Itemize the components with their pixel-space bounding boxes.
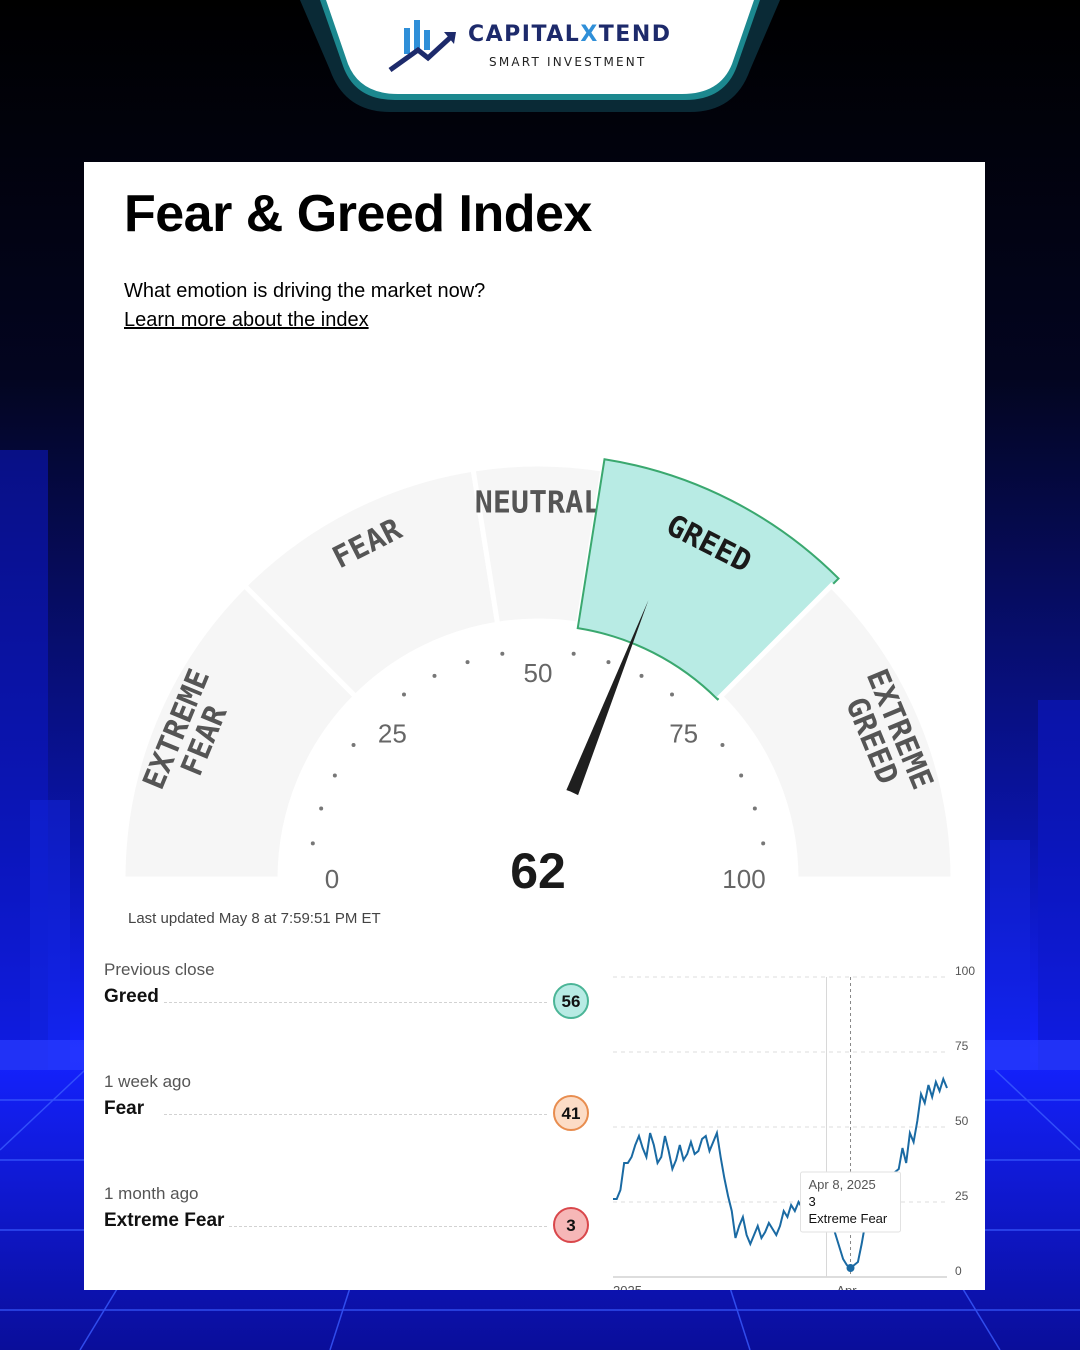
chart-y-tick: 25 — [955, 1189, 969, 1203]
chart-y-tick: 75 — [955, 1039, 969, 1053]
chart-tooltip-text: Apr 8, 2025 — [809, 1177, 876, 1192]
capitalxtend-logo-icon — [388, 20, 456, 72]
chart-tooltip: Apr 8, 2025 3 Extreme Fear — [800, 1171, 902, 1233]
brand-name-x: X — [580, 22, 599, 47]
learn-more-link[interactable]: Learn more about the index — [124, 309, 369, 331]
gauge-tick-dot — [739, 773, 744, 778]
comparison-label: Extreme Fear — [104, 1210, 229, 1232]
gauge-tick-dot — [606, 660, 611, 665]
gauge-tick-dot — [465, 660, 470, 665]
brand-header: CAPITALXTEND SMART INVESTMENT — [0, 0, 1080, 130]
fear-greed-gauge: EXTREMEFEARFEARNEUTRALGREEDEXTREMEGREED0… — [120, 458, 956, 922]
gauge-tick-dot — [319, 806, 324, 811]
gauge-tick-dot — [351, 742, 356, 747]
page-title: Fear & Greed Index — [124, 185, 592, 243]
gauge-tick-dot — [332, 773, 337, 778]
gauge-value: 62 — [510, 843, 566, 899]
comparison-period: 1 week ago — [104, 1072, 191, 1091]
gauge-tick-dot — [720, 742, 725, 747]
dotted-leader — [164, 1002, 547, 1003]
gauge-zone-label: NEUTRAL — [475, 486, 601, 521]
gauge-tick-label: 75 — [669, 718, 698, 748]
comparison-period: Previous close — [104, 960, 215, 979]
comparison-label: Greed — [104, 986, 163, 1008]
chart-y-tick: 0 — [955, 1264, 962, 1278]
gauge-tick-dot — [571, 651, 576, 656]
chart-tooltip-text: Extreme Fear — [809, 1211, 888, 1226]
comparison-value-badge: 3 — [553, 1207, 589, 1243]
chart-tooltip-text: 3 — [809, 1194, 816, 1209]
comparison-value-badge: 56 — [553, 983, 589, 1019]
history-line-chart: 0 25 50 75 100 2025 Apr Apr 8, 2025 3 Extreme Fea… — [613, 964, 975, 1290]
gauge-tick-dot — [752, 806, 757, 811]
gauge-tick-dot — [639, 673, 644, 678]
gauge-tick-dot — [500, 651, 505, 656]
chart-x-tick: Apr — [836, 1283, 857, 1290]
comparison-row: 1 week ago Fear 41 — [104, 1072, 589, 1152]
chart-y-tick: 100 — [955, 964, 975, 978]
dotted-leader — [164, 1114, 547, 1115]
chart-highlight-point[interactable] — [846, 1264, 855, 1272]
gauge-zone-greed — [576, 458, 840, 701]
gauge-needle — [545, 600, 649, 845]
gauge-tick-label: 25 — [378, 718, 407, 748]
gauge-tick-label: 50 — [524, 658, 553, 688]
gauge-hub — [454, 785, 622, 922]
comparison-label: Fear — [104, 1098, 149, 1120]
last-updated: Last updated May 8 at 7:59:51 PM ET — [128, 910, 381, 927]
chart-y-tick: 50 — [955, 1114, 969, 1128]
comparison-row: 1 month ago Extreme Fear 3 — [104, 1184, 589, 1264]
page-subtitle: What emotion is driving the market now? — [124, 280, 486, 302]
comparison-row: Previous close Greed 56 — [104, 960, 589, 1040]
comparison-period: 1 month ago — [104, 1184, 199, 1203]
comparison-value-badge: 41 — [553, 1095, 589, 1131]
gauge-tick-label: 100 — [722, 864, 765, 894]
brand-name-part1: CAPITAL — [468, 22, 581, 47]
gauge-tick-dot — [761, 841, 766, 846]
brand-name-part2: TEND — [598, 22, 672, 47]
gauge-tick-dot — [432, 673, 437, 678]
fear-greed-card: Fear & Greed Index What emotion is drivi… — [84, 162, 985, 1290]
brand-tagline: SMART INVESTMENT — [489, 55, 647, 69]
gauge-tick-dot — [310, 841, 315, 846]
brand-name: CAPITALXTEND — [468, 22, 672, 47]
dotted-leader — [164, 1226, 547, 1227]
gauge-tick-label: 0 — [325, 864, 339, 894]
chart-x-tick: 2025 — [613, 1283, 642, 1290]
gauge-tick-dot — [401, 692, 406, 697]
gauge-tick-dot — [670, 692, 675, 697]
gauge-zone-extreme-greed — [716, 582, 956, 882]
